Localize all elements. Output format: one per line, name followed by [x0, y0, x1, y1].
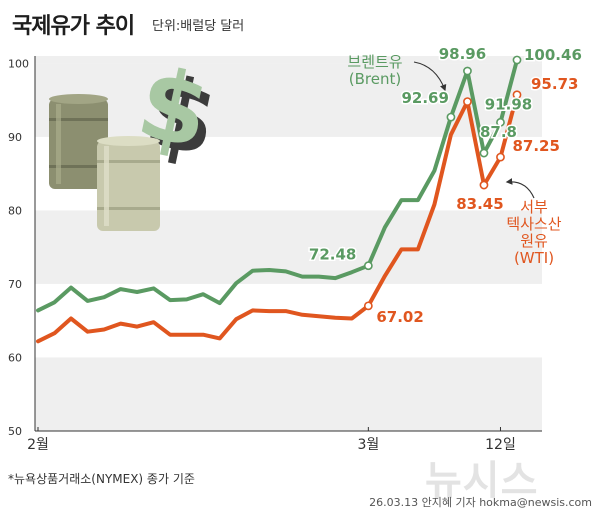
data-label: 72.48	[309, 246, 356, 264]
y-tick-label: 80	[8, 204, 22, 217]
wti-callout-label: (WTI)	[514, 249, 554, 267]
data-point-marker	[463, 66, 472, 76]
grid-bands	[35, 56, 542, 431]
x-tick-label: 12일	[485, 437, 516, 453]
wti-callout-label: 텍사스산	[506, 215, 561, 233]
axes: 50 60 70 80 90 100 2월 3월 12일	[8, 56, 542, 453]
data-point-marker	[512, 55, 522, 65]
data-point-marker	[463, 97, 472, 106]
data-point-marker	[363, 261, 373, 271]
wti-callout-label: 원유	[520, 232, 548, 250]
data-point-marker	[363, 301, 373, 311]
data-label: 87.8	[480, 123, 517, 141]
data-labels: 72.48 92.69 98.96 87.8 91.98 100.46 67.02 83.45…	[307, 44, 583, 328]
series-lines	[36, 58, 519, 344]
oil-barrel-icon	[49, 94, 108, 189]
oil-barrel-icon	[97, 136, 160, 231]
page-title: 국제유가 추이	[12, 14, 135, 39]
x-tick-label: 3월	[357, 437, 379, 453]
data-point-marker	[496, 117, 505, 127]
data-label: 91.98	[485, 95, 532, 113]
y-tick-label: 60	[8, 351, 22, 364]
callout-arrows	[413, 61, 535, 199]
unit-label: 단위:배럴당 달러	[152, 19, 245, 34]
grid-band	[35, 56, 542, 64]
watermark-logo: 뉴시스	[425, 458, 539, 504]
wti-callout-label: 서부	[520, 198, 548, 216]
data-point-marker	[479, 180, 489, 190]
brent-callout-label: 브렌트유	[347, 53, 402, 71]
data-label: 83.45	[456, 195, 503, 213]
data-label: 87.25	[512, 137, 559, 155]
data-point-marker	[446, 112, 456, 122]
grid-band	[35, 357, 542, 431]
y-tick-label: 100	[8, 57, 29, 70]
x-tick-label: 2월	[27, 437, 49, 453]
wti-callout-arrow	[505, 178, 535, 199]
wti-line	[36, 92, 519, 344]
data-label: 100.46	[524, 46, 582, 64]
y-tick-label: 50	[8, 425, 22, 438]
data-label: 95.73	[531, 75, 578, 93]
credit-line: 26.03.13 안지혜 기자 hokma@newsis.com	[369, 496, 592, 509]
data-label: 98.96	[439, 45, 486, 63]
data-point-marker	[512, 90, 522, 100]
brent-line	[36, 58, 519, 313]
data-point-marker	[479, 148, 489, 158]
marked-points	[363, 55, 522, 311]
brent-callout-arrow	[413, 61, 447, 92]
footnote: *뉴욕상품거래소(NYMEX) 종가 기준	[8, 472, 195, 486]
data-point-marker	[496, 152, 505, 162]
data-label: 67.02	[376, 308, 423, 326]
brent-callout-label: (Brent)	[349, 70, 401, 88]
data-label: 92.69	[401, 89, 448, 107]
y-tick-label: 90	[8, 131, 22, 144]
y-tick-label: 70	[8, 278, 22, 291]
